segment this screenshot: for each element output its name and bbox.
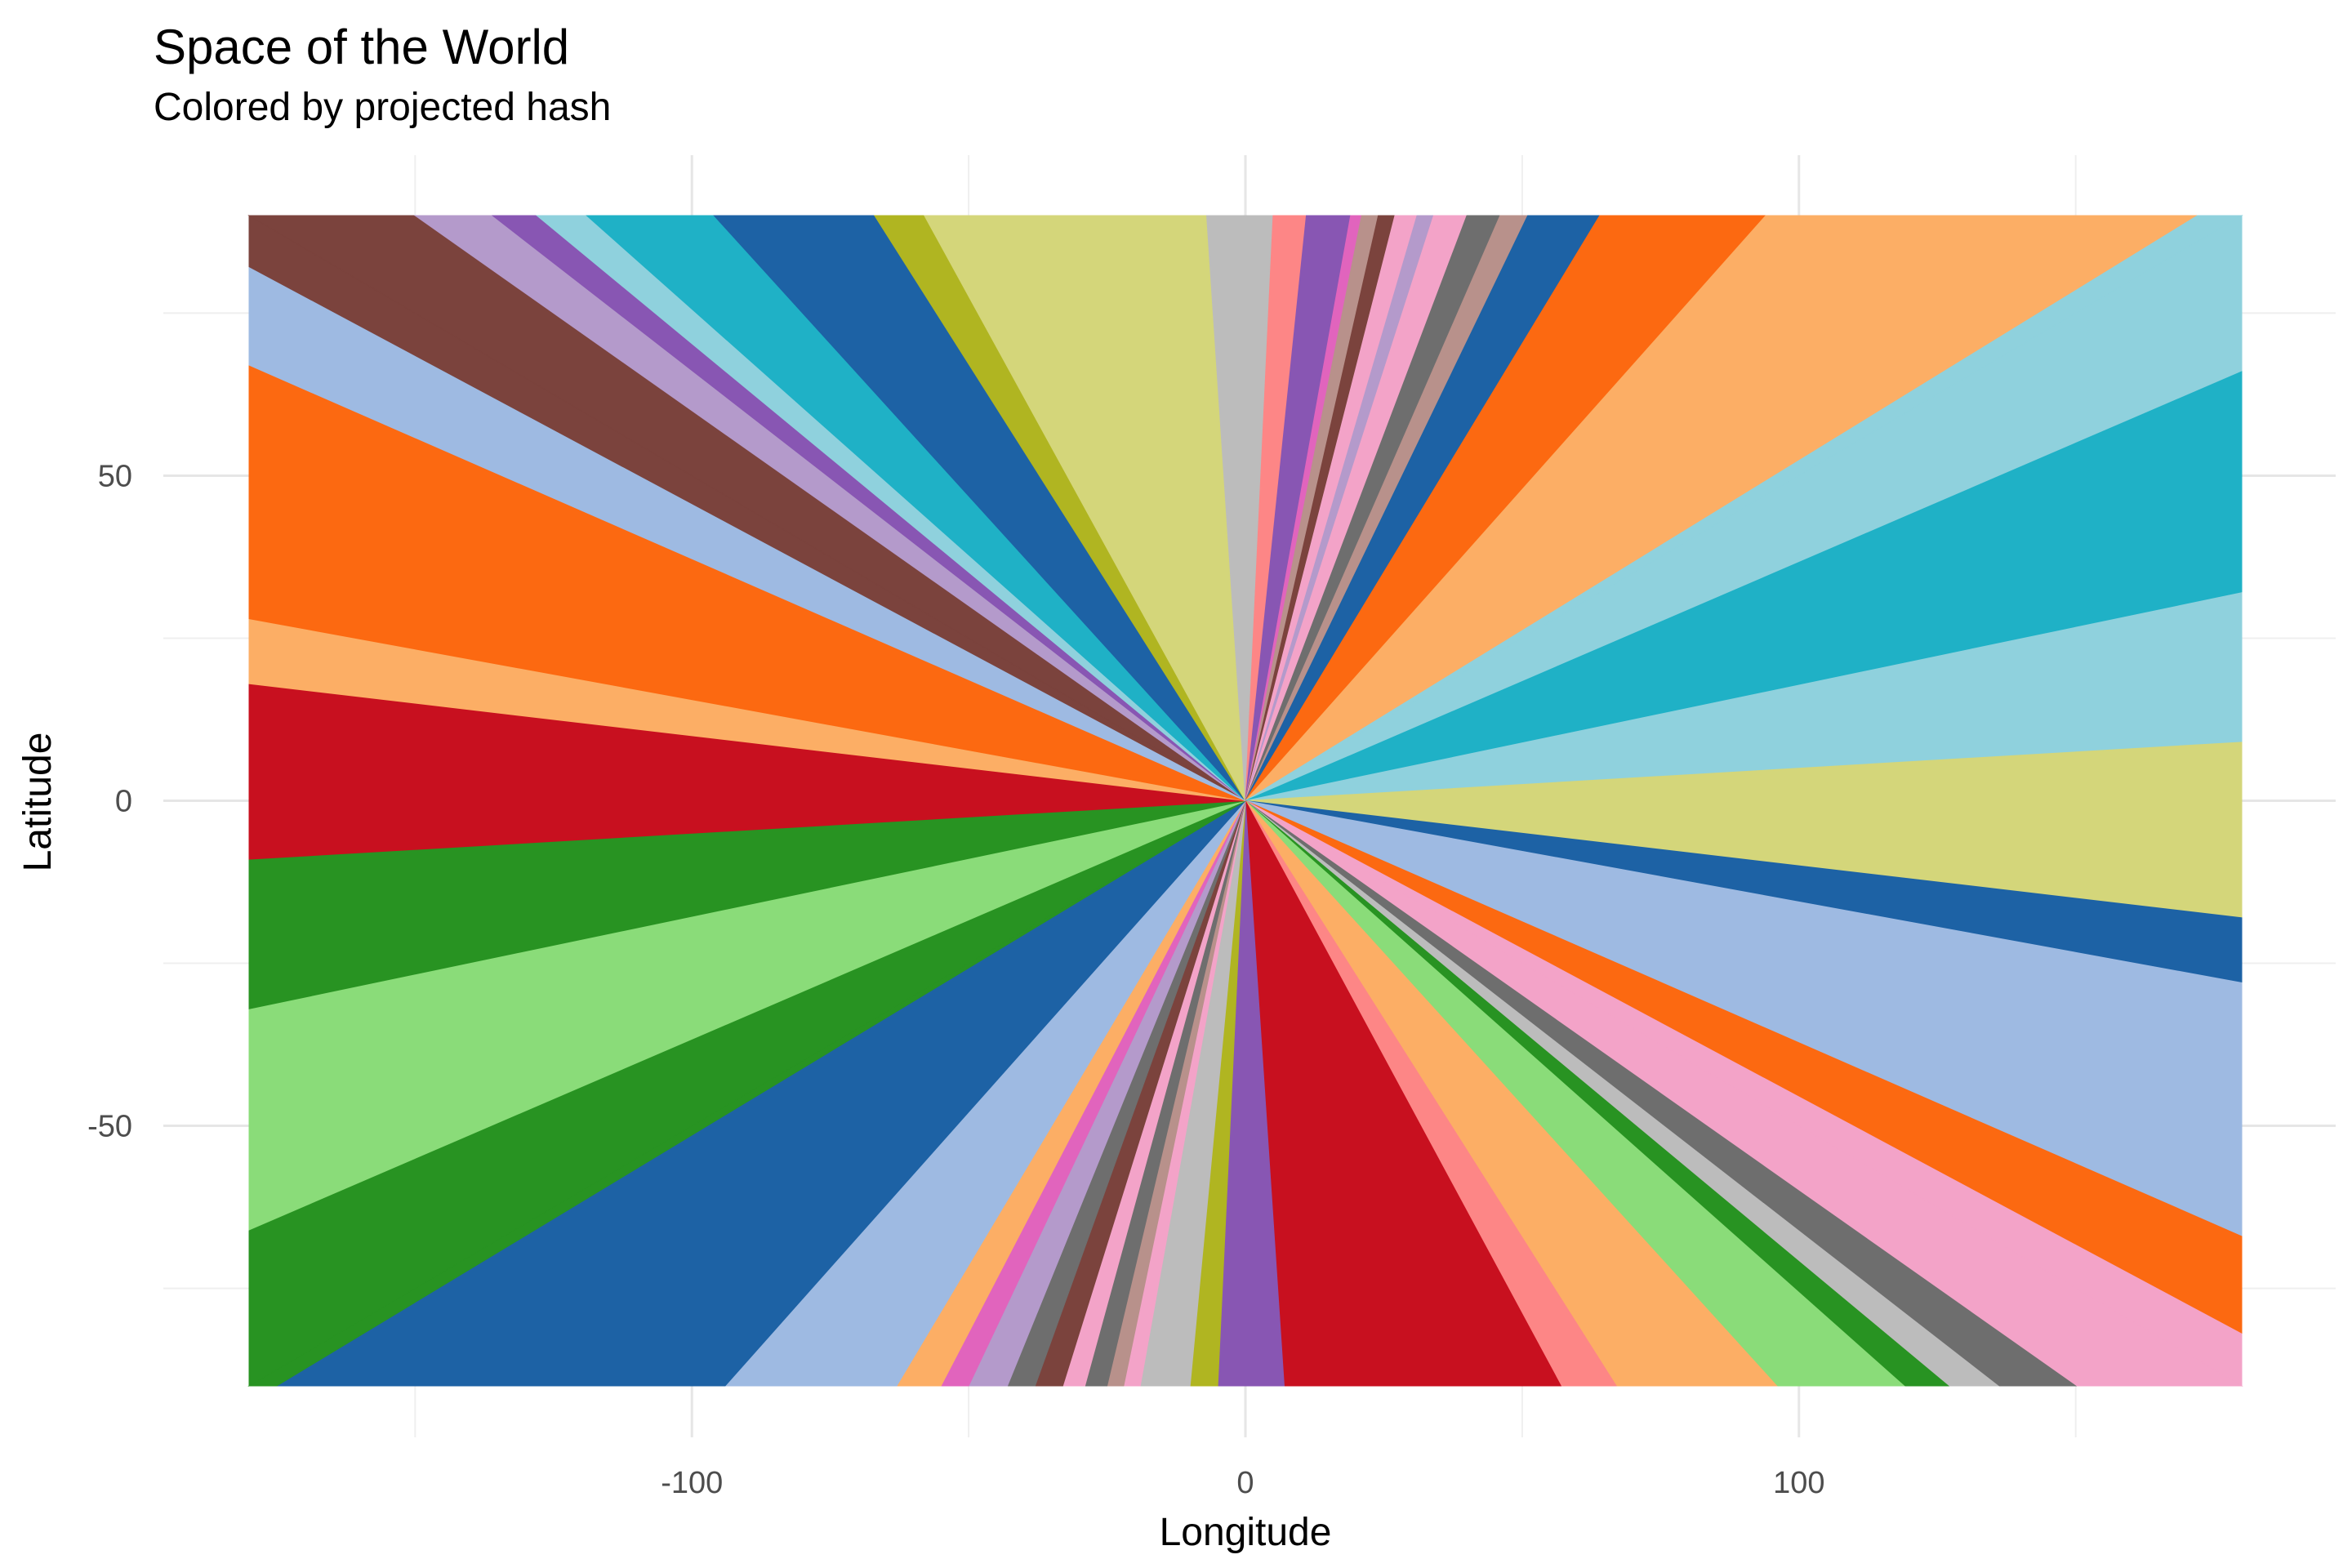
y-tick-label: 0 bbox=[115, 785, 132, 819]
y-axis-ticks: 50 0 -50 bbox=[87, 459, 132, 1143]
hash-sectors bbox=[247, 215, 2243, 1387]
chart-subtitle: Colored by projected hash bbox=[154, 86, 612, 129]
y-tick-label: 50 bbox=[98, 459, 132, 493]
x-tick-label: 100 bbox=[1773, 1466, 1824, 1500]
x-tick-label: -100 bbox=[661, 1466, 723, 1500]
hash-sector bbox=[248, 266, 1246, 801]
x-axis-title: Longitude bbox=[1160, 1511, 1332, 1554]
y-tick-label: -50 bbox=[87, 1110, 132, 1144]
y-axis-title: Latitude bbox=[16, 733, 60, 872]
x-axis-ticks: -100 0 100 bbox=[661, 1466, 1824, 1500]
x-tick-label: 0 bbox=[1236, 1466, 1254, 1500]
chart-title: Space of the World bbox=[154, 20, 570, 74]
